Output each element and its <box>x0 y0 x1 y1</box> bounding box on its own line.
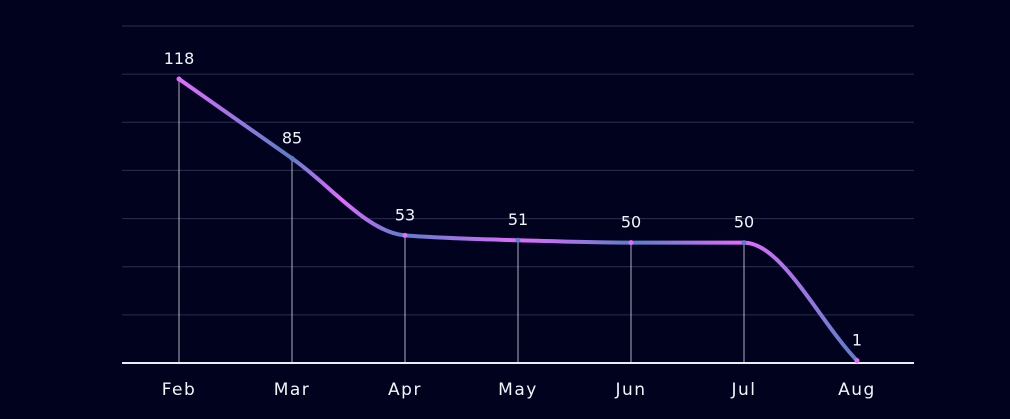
series <box>176 76 860 364</box>
x-tick-label: Jun <box>614 380 646 400</box>
x-tick-label: Mar <box>274 380 311 400</box>
data-point <box>402 232 408 238</box>
x-tick-label: Aug <box>838 380 876 400</box>
x-axis-ticks: Feb Mar Apr May Jun Jul Aug <box>162 380 876 400</box>
data-point <box>854 358 860 364</box>
data-label: 1 <box>852 331 862 350</box>
data-label: 53 <box>395 205 415 224</box>
data-point <box>176 76 182 82</box>
data-label: 118 <box>164 49 195 68</box>
data-point <box>515 237 521 243</box>
data-point <box>628 240 634 246</box>
drop-lines <box>178 78 858 363</box>
x-tick-label: Apr <box>388 380 422 400</box>
data-label: 50 <box>621 213 641 232</box>
data-label: 50 <box>734 213 754 232</box>
x-tick-label: May <box>498 380 538 400</box>
data-label: 51 <box>508 210 528 229</box>
data-point <box>289 155 295 161</box>
data-label: 85 <box>282 128 302 147</box>
data-point <box>741 240 747 246</box>
x-tick-label: Feb <box>162 380 197 400</box>
data-labels: 118 85 53 51 50 50 1 <box>164 49 862 350</box>
x-tick-label: Jul <box>730 380 756 400</box>
grid <box>122 25 914 364</box>
